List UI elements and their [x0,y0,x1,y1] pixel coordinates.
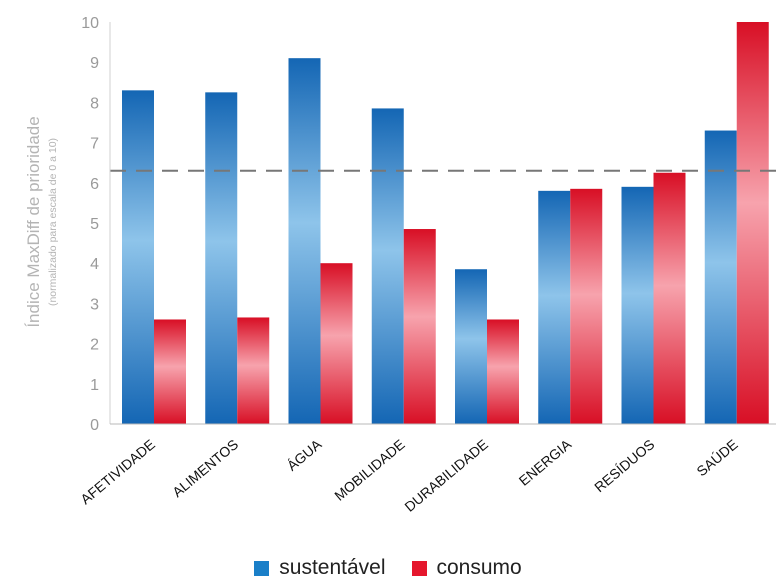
legend-label-consumo: consumo [436,556,522,579]
legend-swatch-consumo [411,560,427,576]
y-axis-title: Índice MaxDiff de prioridade [24,116,43,327]
legend-item-consumo: consumo [411,556,522,580]
y-tick-label: 8 [90,95,99,112]
y-axis-label: Índice MaxDiff de prioridade (normalizad… [24,116,59,327]
x-tick-label: ENERGIA [516,436,575,489]
bar-sustentavel [205,92,238,424]
bar-sustentavel [288,58,321,425]
x-tick-label: ÁGUA [284,436,325,474]
y-tick-label: 4 [90,256,99,273]
bar-sustentavel [538,190,571,424]
bar-chart: Índice MaxDiff de prioridade (normalizad… [24,15,776,515]
bar-consumo [403,229,436,424]
x-tick-label: ALIMENTOS [169,436,241,500]
x-tick-label: MOBILIDADE [331,436,407,504]
x-tick-label: RESÍDUOS [591,436,657,495]
legend-item-sustentavel: sustentável [254,556,386,580]
x-axis-labels: AFETIVIDADE ALIMENTOS ÁGUA MOBILIDADEDURABI… [77,436,740,515]
y-tick-label: 9 [90,55,99,72]
y-tick-label: 10 [81,15,99,32]
legend-label-sustentavel: sustentável [279,556,386,579]
bar-sustentavel [371,108,404,425]
y-axis-ticks: 0 1 2 3 4 5 6 7 8 9 10 [81,15,99,434]
bar-sustentavel [704,130,737,425]
bar-consumo [320,263,353,424]
y-tick-label: 6 [90,176,99,193]
bar-sustentavel [122,90,154,424]
y-tick-label: 7 [90,136,99,153]
x-tick-label: SAÚDE [693,436,740,479]
bar-consumo [653,172,686,424]
y-tick-label: 1 [90,377,99,394]
bar-consumo [237,317,270,424]
x-tick-label: AFETIVIDADE [77,436,158,507]
y-tick-label: 5 [90,216,99,233]
y-axis-subtitle: (normalizado para escala de 0 a 10) [47,138,59,306]
x-tick-label: DURABILIDADE [401,436,491,515]
y-tick-label: 2 [90,337,99,354]
legend-swatch-sustentavel [254,560,270,576]
y-tick-label: 3 [90,296,99,313]
bar-sustentavel [455,269,487,424]
bar-consumo [736,22,769,424]
bar-consumo [487,319,519,424]
bar-sustentavel [621,186,654,424]
bar-consumo [570,188,603,424]
legend: sustentável consumo [0,556,776,580]
y-tick-label: 0 [90,417,99,434]
bars [122,22,769,425]
bar-consumo [154,319,186,424]
